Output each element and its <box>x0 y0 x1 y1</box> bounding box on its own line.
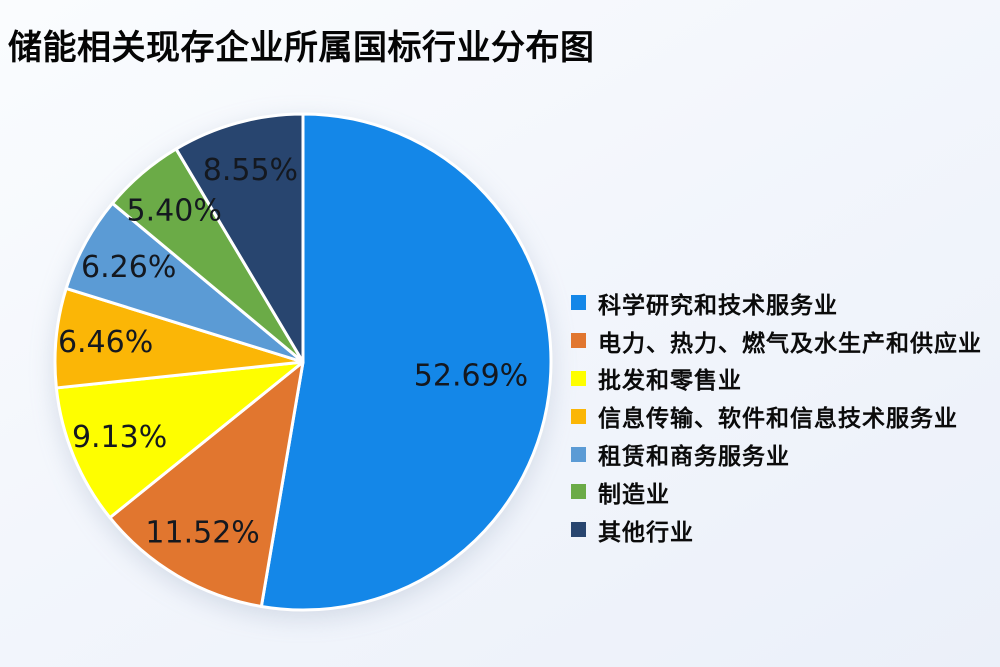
legend-label: 批发和零售业 <box>598 368 742 395</box>
legend-label: 其他行业 <box>598 519 694 546</box>
pie-slice-2 <box>108 360 305 608</box>
legend-swatch-icon <box>571 484 586 500</box>
legend-swatch-icon <box>571 295 586 311</box>
legend-label: 科学研究和技术服务业 <box>598 292 838 319</box>
pie-slice-1 <box>259 112 553 612</box>
legend-label: 制造业 <box>598 481 670 508</box>
pie-slice-value-label: 5.40% <box>127 194 222 229</box>
legend-swatch-icon <box>571 370 586 386</box>
legend-item-7: 其他行业 <box>571 511 982 549</box>
legend-swatch-icon <box>571 446 586 462</box>
pie-slice-value-label: 52.69% <box>414 359 528 394</box>
pie-slice-value-label: 9.13% <box>72 420 167 455</box>
pie-slice-value-label: 11.52% <box>145 516 259 551</box>
legend-swatch-icon <box>571 408 586 424</box>
pie-slice-value-label: 6.46% <box>58 325 153 360</box>
legend-item-1: 科学研究和技术服务业 <box>571 284 982 322</box>
legend: 科学研究和技术服务业电力、热力、燃气及水生产和供应业 批发和零售业信息传输、软件和… <box>571 284 982 549</box>
pie-slice-3 <box>54 360 305 520</box>
legend-label: 电力、热力、燃气及水生产和供应业 <box>598 330 982 357</box>
pie-labels: 52.69% 11.52% 9.13% 6.46% 6.26% 5.40% 8.55% <box>58 153 528 550</box>
pie-slice-value-label: 8.55% <box>203 153 298 188</box>
legend-item-6: 制造业 <box>571 473 982 511</box>
legend-item-5: 租赁和商务服务业 <box>571 435 982 473</box>
chart-title: 储能相关现存企业所属国标行业分布图 <box>8 28 595 68</box>
legend-item-3: 批发和零售业 <box>571 360 982 398</box>
pie-slices <box>53 112 553 612</box>
legend-label: 信息传输、软件和信息技术服务业 <box>598 406 958 433</box>
pie-slice-value-label: 6.26% <box>81 250 176 285</box>
legend-swatch-icon <box>571 522 586 538</box>
legend-swatch-icon <box>571 333 586 349</box>
legend-item-2: 电力、热力、燃气及水生产和供应业 <box>571 322 982 360</box>
legend-item-4: 信息传输、软件和信息技术服务业 <box>571 397 982 435</box>
pie-slice-7 <box>174 112 305 364</box>
legend-label: 租赁和商务服务业 <box>598 444 790 471</box>
